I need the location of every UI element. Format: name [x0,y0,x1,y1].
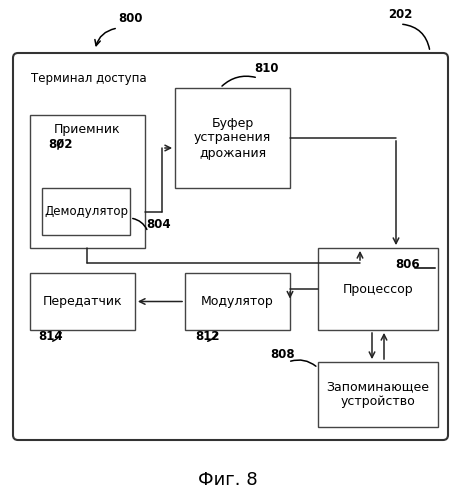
Text: 800: 800 [118,12,142,25]
Text: Терминал доступа: Терминал доступа [31,72,147,85]
Bar [317,248,437,330]
Bar [185,273,289,330]
Text: Демодулятор: Демодулятор [44,205,128,218]
Bar [30,115,145,248]
Bar [42,188,130,235]
Text: Модулятор: Модулятор [201,295,273,308]
Bar [175,88,289,188]
Text: 814: 814 [38,330,62,343]
Text: Передатчик: Передатчик [43,295,122,308]
Text: 806: 806 [394,258,419,271]
Text: Запоминающее
устройство: Запоминающее устройство [326,381,429,409]
Text: 808: 808 [269,348,294,361]
Bar [30,273,135,330]
Text: 202: 202 [387,8,411,21]
Text: 804: 804 [146,218,170,231]
Text: Процессор: Процессор [342,282,412,295]
Bar [317,362,437,427]
Text: 812: 812 [195,330,219,343]
Text: 802: 802 [48,138,72,151]
FancyBboxPatch shape [13,53,447,440]
Text: Приемник: Приемник [54,123,121,137]
Text: Фиг. 8: Фиг. 8 [198,471,257,489]
Text: Буфер
устранения
дрожания: Буфер устранения дрожания [193,116,271,160]
Text: 810: 810 [253,62,278,75]
